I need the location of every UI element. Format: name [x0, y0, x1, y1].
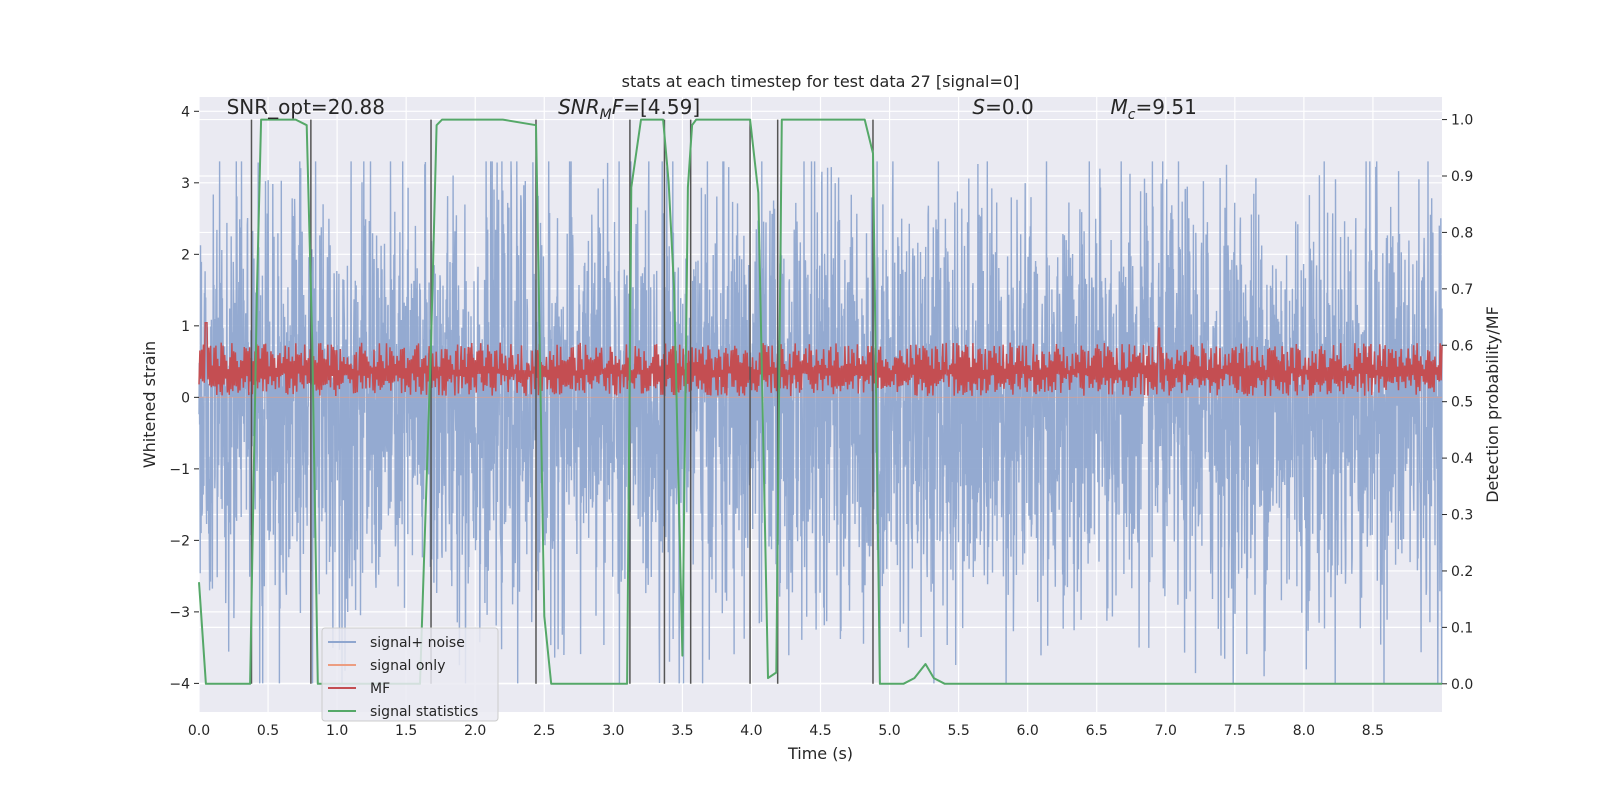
y2-tick-label: 0.0 — [1451, 677, 1473, 693]
y2-tick-label: 0.9 — [1451, 169, 1473, 185]
y2-tick-label: 0.7 — [1451, 282, 1473, 298]
legend-label: signal only — [370, 658, 445, 674]
annotation-text: Mc=9.51 — [1111, 95, 1197, 123]
y-tick-label: 4 — [181, 104, 190, 120]
y-tick-label: 1 — [181, 319, 190, 335]
y2-tick-label: 0.3 — [1451, 508, 1473, 524]
x-axis-ticks: 0.0 0.5 1.0 1.5 2.0 2.5 3.0 3.5 4.0 4.5 5.0 5.5 6.0 6… — [188, 723, 1384, 739]
x-tick-label: 3.5 — [671, 723, 693, 739]
x-axis-label: Time (s) — [787, 744, 853, 763]
x-tick-label: 2.0 — [464, 723, 486, 739]
y-axis-label: Whitened strain — [140, 341, 159, 468]
x-tick-label: 1.5 — [395, 723, 417, 739]
y-tick-label: −4 — [169, 676, 190, 692]
legend-items: signal+ noise signal only MF signal statist… — [328, 635, 478, 720]
y-tick-label: −3 — [169, 605, 190, 621]
legend-label: MF — [370, 681, 390, 697]
series-mf — [198, 321, 1443, 397]
y2-axis-ticks: 1.0 0.9 0.8 0.7 0.6 0.5 0.4 0.3 0.2 0.1 0.0 — [1442, 113, 1473, 693]
series-signal-statistics — [198, 118, 1442, 685]
x-tick-label: 3.0 — [602, 723, 624, 739]
x-tick-label: 5.0 — [878, 723, 900, 739]
noise-line — [198, 161, 1443, 684]
y-tick-label: 2 — [181, 247, 190, 263]
y2-axis-label: Detection probability/MF — [1483, 306, 1502, 503]
annotation-text: SNR_opt=20.88 — [227, 95, 385, 119]
y2-tick-label: 0.5 — [1451, 395, 1473, 411]
x-tick-label: 0.0 — [188, 723, 210, 739]
y-axis-ticks: 4 3 2 1 0 −1 −2 −3 −4 — [169, 104, 199, 692]
y2-tick-label: 0.8 — [1451, 225, 1473, 241]
x-tick-label: 4.5 — [809, 723, 831, 739]
x-tick-label: 2.5 — [533, 723, 555, 739]
legend-box — [321, 627, 499, 722]
legend-label: signal statistics — [370, 704, 478, 720]
legend: signal+ noise signal only MF signal statist… — [321, 627, 499, 722]
y2-tick-label: 0.1 — [1451, 620, 1473, 636]
legend-label: signal+ noise — [370, 635, 465, 651]
y-tick-label: −2 — [169, 533, 190, 549]
annotation-text: SNRMF=[4.59] — [558, 95, 700, 123]
x-tick-label: 6.0 — [1017, 723, 1039, 739]
x-tick-label: 0.5 — [257, 723, 279, 739]
chart-title: stats at each timestep for test data 27 … — [622, 72, 1020, 91]
mf-line — [198, 321, 1443, 397]
x-tick-label: 7.0 — [1155, 723, 1177, 739]
annotation-text: S=0.0 — [972, 95, 1033, 119]
x-tick-label: 1.0 — [326, 723, 348, 739]
y2-tick-label: 0.6 — [1451, 338, 1473, 354]
x-tick-label: 4.0 — [740, 723, 762, 739]
series-signal-noise — [198, 161, 1443, 684]
x-tick-label: 7.5 — [1224, 723, 1246, 739]
annotations: SNR_opt=20.88 SNRMF=[4.59] S=0.0 Mc=9.51 — [227, 95, 1197, 123]
x-tick-label: 8.0 — [1293, 723, 1315, 739]
y2-tick-label: 1.0 — [1451, 113, 1473, 129]
x-tick-label: 6.5 — [1086, 723, 1108, 739]
y-tick-label: 0 — [181, 390, 190, 406]
y2-tick-label: 0.4 — [1451, 451, 1473, 467]
y2-tick-label: 0.2 — [1451, 564, 1473, 580]
signal-statistics-line — [198, 118, 1442, 685]
y-tick-label: −1 — [169, 462, 190, 478]
y-tick-label: 3 — [181, 176, 190, 192]
x-tick-label: 5.5 — [947, 723, 969, 739]
x-tick-label: 8.5 — [1362, 723, 1384, 739]
